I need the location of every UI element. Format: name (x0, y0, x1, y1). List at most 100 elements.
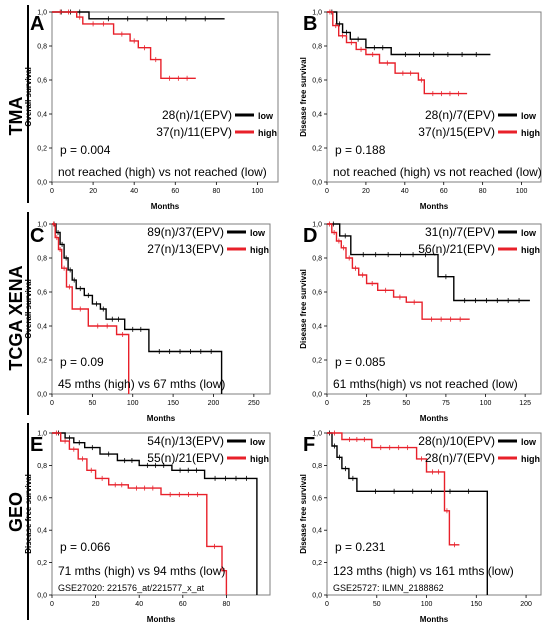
y-tick-label: 0,4 (37, 528, 47, 535)
x-axis-label: Months (147, 414, 176, 423)
legend-counts: 28(n)/7(EPV) (425, 451, 495, 465)
p-value: p = 0.085 (335, 355, 386, 369)
legend-label: low (521, 437, 537, 447)
y-tick-label: 0,0 (312, 593, 322, 600)
y-tick-label: 0,8 (37, 44, 47, 51)
y-tick-label: 0,4 (312, 528, 322, 535)
x-tick-label: 40 (135, 601, 143, 608)
series-line-high (327, 223, 470, 320)
y-tick-label: 1,0 (37, 431, 47, 438)
p-value: p = 0.231 (335, 540, 386, 554)
plot-frame (51, 223, 271, 395)
x-tick-label: 60 (179, 601, 187, 608)
y-tick-label: 0,8 (37, 463, 47, 470)
x-tick-label: 200 (520, 601, 532, 608)
x-tick-label: 40 (401, 188, 409, 195)
dataset-note: GSE25727: ILMN_2188862 (333, 583, 444, 593)
panel-letter: F (303, 434, 315, 456)
x-tick-label: 80 (479, 188, 487, 195)
legend-counts: 28(n)/1(EPV) (162, 108, 232, 122)
legend-label: high (521, 128, 540, 138)
panel-d: D 0,0 0,2 0,4 0,6 0,8 1,0 0 25 50 75 100 125 Months Di… (299, 221, 542, 423)
x-tick-label: 20 (89, 188, 97, 195)
y-tick-label: 1,0 (312, 222, 322, 229)
y-tick-label: 0,6 (312, 78, 322, 85)
y-axis-label: Overall survival (24, 67, 33, 127)
plot-frame (326, 223, 542, 395)
y-tick-label: 0,4 (37, 324, 47, 331)
row-label-geo: GEO (6, 492, 26, 532)
y-tick-label: 0,6 (312, 495, 322, 502)
x-tick-label: 0 (325, 188, 329, 195)
series-line-low (52, 223, 223, 394)
legend-label: high (258, 128, 277, 138)
y-tick-label: 0,0 (37, 180, 47, 187)
x-tick-label: 50 (373, 601, 381, 608)
panel-c: C 0,0 0,2 0,4 0,6 0,8 1,0 0 50 100 150 200 250 Months… (24, 221, 271, 423)
dataset-note: GSE27020: 221576_at/221577_x_at (58, 583, 205, 593)
y-tick-label: 0,2 (312, 560, 322, 567)
panels: A 0,0 0,2 0,4 0,6 0,8 1,0 0 20 40 60 80 100 Months Ove… (24, 9, 542, 624)
legend-counts: 37(n)/15(EPV) (418, 125, 495, 139)
series-line-low (327, 11, 491, 56)
plot-frame (326, 11, 542, 183)
panel-letter: D (303, 225, 317, 247)
x-tick-label: 125 (519, 400, 531, 407)
y-tick-label: 0,4 (37, 112, 47, 119)
y-tick-label: 0,2 (37, 358, 47, 365)
legend-counts: 55(n)/21(EPV) (147, 451, 224, 465)
y-tick-label: 0,4 (312, 324, 322, 331)
y-axis-label: Disease free survival (299, 57, 308, 137)
panel-letter: A (30, 13, 44, 35)
median-annotation: 45 mths (high) vs 67 mths (low) (58, 377, 225, 391)
x-tick-label: 75 (442, 400, 450, 407)
x-tick-label: 100 (252, 188, 264, 195)
y-axis-label: Disease free survival (24, 474, 33, 554)
x-tick-label: 150 (167, 400, 179, 407)
y-tick-label: 0,2 (312, 146, 322, 153)
y-tick-label: 0,6 (37, 78, 47, 85)
x-tick-label: 80 (212, 188, 220, 195)
y-tick-label: 0,8 (37, 256, 47, 263)
median-annotation: 123 mths (high) vs 161 mths (low) (333, 564, 514, 578)
y-tick-label: 0,0 (312, 180, 322, 187)
x-tick-label: 100 (127, 400, 139, 407)
y-tick-label: 0,2 (37, 560, 47, 567)
p-value: p = 0.004 (60, 143, 111, 157)
plot-frame (51, 432, 271, 596)
y-tick-label: 0,0 (37, 593, 47, 600)
x-tick-label: 100 (516, 188, 528, 195)
median-annotation: 61 mths(high) vs not reached (low) (333, 377, 518, 391)
panel-letter: C (30, 225, 44, 247)
series-line-high (327, 11, 468, 95)
panel-b: B 0,0 0,2 0,4 0,6 0,8 1,0 0 20 40 60 80 100 Months Dis… (299, 9, 542, 211)
y-tick-label: 0,2 (37, 146, 47, 153)
x-axis-label: Months (147, 615, 176, 624)
series-line-high (327, 432, 460, 546)
plot-frame (51, 11, 279, 183)
x-tick-label: 100 (480, 400, 492, 407)
legend-label: low (250, 228, 266, 238)
plot-frame (326, 432, 542, 596)
legend-counts: 27(n)/13(EPV) (147, 242, 224, 256)
x-tick-label: 20 (92, 601, 100, 608)
panel-f: F 0,0 0,2 0,4 0,6 0,8 1,0 0 50 100 150 200 Months Dis… (299, 430, 542, 624)
x-tick-label: 50 (88, 400, 96, 407)
y-tick-label: 0,0 (37, 392, 47, 399)
legend-counts: 56(n)/21(EPV) (418, 242, 495, 256)
x-axis-label: Months (420, 202, 449, 211)
median-annotation: not reached (high) vs not reached (low) (333, 165, 542, 179)
legend-counts: 54(n)/13(EPV) (147, 434, 224, 448)
y-tick-label: 0,8 (312, 44, 322, 51)
x-tick-label: 25 (363, 400, 371, 407)
legend-counts: 28(n)/7(EPV) (425, 108, 495, 122)
series-line-low (327, 432, 488, 595)
legend-counts: 89(n)/37(EPV) (147, 225, 224, 239)
y-tick-label: 0,4 (312, 112, 322, 119)
panel-letter: E (30, 434, 43, 456)
y-tick-label: 1,0 (312, 431, 322, 438)
x-tick-label: 60 (440, 188, 448, 195)
median-annotation: not reached (high) vs not reached (low) (58, 165, 267, 179)
legend-counts: 37(n)/11(EPV) (156, 125, 232, 139)
y-tick-label: 0,0 (312, 392, 322, 399)
